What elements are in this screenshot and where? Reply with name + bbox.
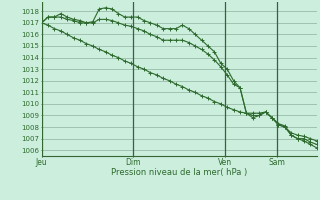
- X-axis label: Pression niveau de la mer( hPa ): Pression niveau de la mer( hPa ): [111, 168, 247, 177]
